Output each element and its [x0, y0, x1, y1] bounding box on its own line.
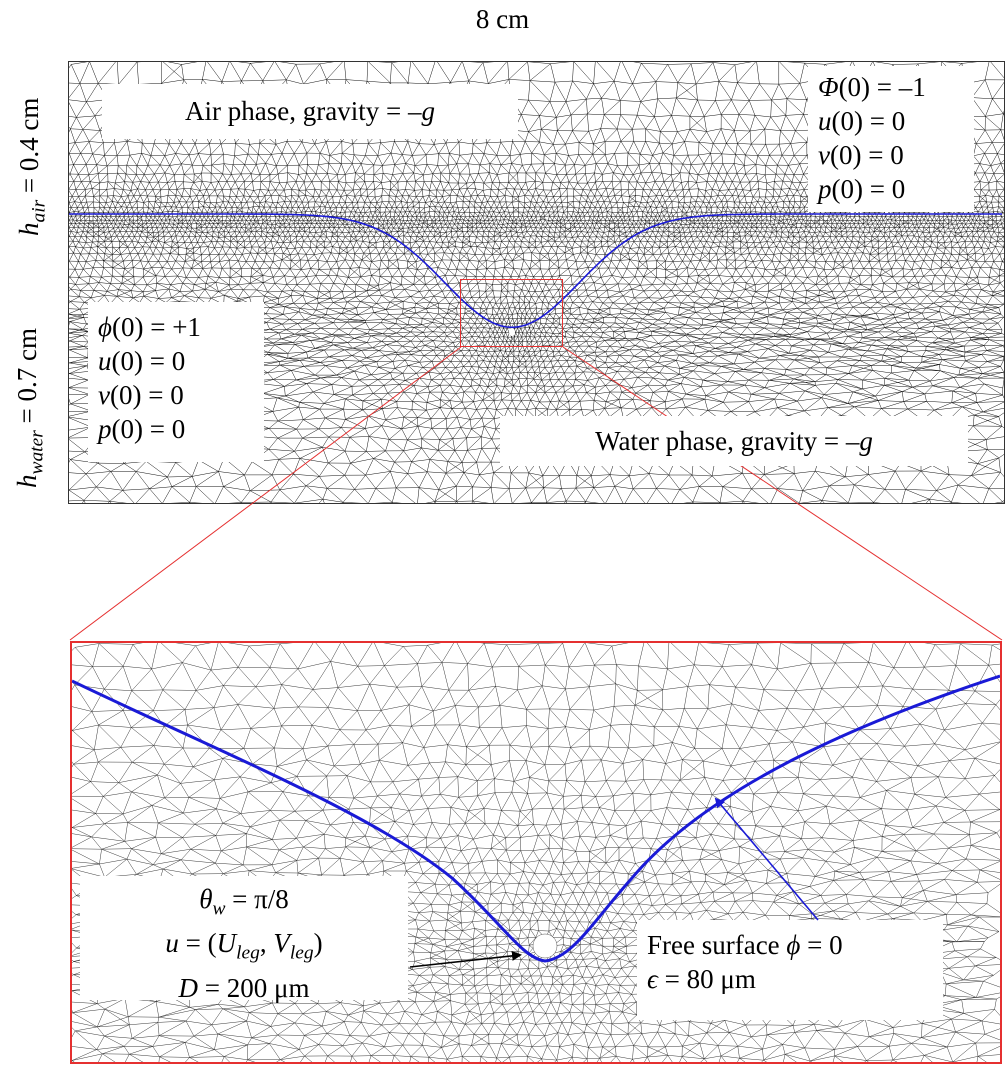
air-initial-conditions: Φ(0) = –1 u(0) = 0 v(0) = 0 p(0) = 0 [808, 66, 974, 212]
water-initial-conditions: ϕ(0) = +1 u(0) = 0 v(0) = 0 p(0) = 0 [88, 302, 264, 462]
leg-parameters: θw = π/8 u = (Uleg, Vleg) D = 200 μm [80, 876, 408, 1003]
free-surface-label: Free surface ϕ = 0 [647, 930, 843, 960]
water-phi-condition: ϕ(0) = +1 [98, 312, 201, 342]
air-phi-condition: Φ(0) = –1 [818, 72, 926, 102]
leg-cross-section [509, 328, 515, 336]
zoom-region-box [460, 279, 563, 347]
air-phase-label: Air phase, gravity = –g [102, 84, 518, 139]
domain-width-label: 8 cm [475, 4, 530, 34]
leg-diameter-param: D = 200 μm [178, 972, 310, 1003]
mesh-lines [72, 643, 1000, 1062]
detail-mesh [72, 643, 1000, 1062]
free-surface-curve [72, 674, 1000, 963]
water-height-label: hwater = 0.7 cm [12, 328, 48, 488]
contact-angle-param: θw = π/8 [199, 884, 289, 920]
water-p-condition: p(0) = 0 [98, 414, 186, 444]
leg-cross-section [532, 933, 558, 959]
leg-velocity-param: u = (Uleg, Vleg) [165, 928, 323, 964]
air-u-condition: u(0) = 0 [818, 106, 906, 136]
air-height-label: hair = 0.4 cm [14, 97, 50, 236]
air-p-condition: p(0) = 0 [818, 174, 906, 204]
water-phase-label: Water phase, gravity = –g [500, 416, 968, 466]
water-u-condition: u(0) = 0 [98, 346, 186, 376]
free-surface-curve [69, 213, 1002, 329]
free-surface-parameters: Free surface ϕ = 0 ϵ = 80 μm [637, 920, 943, 1020]
air-v-condition: v(0) = 0 [818, 140, 904, 170]
interface-thickness-label: ϵ = 80 μm [647, 964, 756, 994]
water-v-condition: v(0) = 0 [98, 380, 184, 410]
